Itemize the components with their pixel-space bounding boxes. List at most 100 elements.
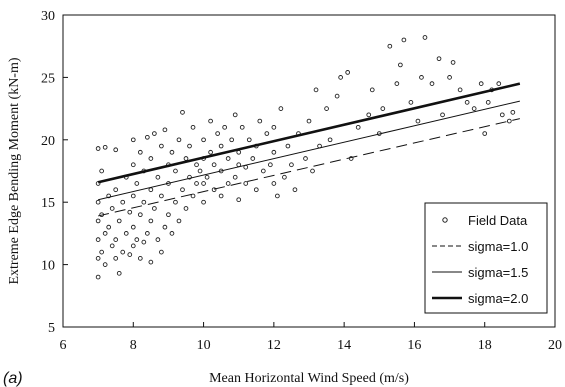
- data-point: [127, 252, 133, 257]
- data-point: [116, 218, 122, 224]
- data-point: [496, 81, 502, 86]
- data-point: [338, 75, 343, 80]
- data-point: [222, 124, 228, 130]
- data-point: [366, 112, 372, 118]
- data-point: [102, 231, 108, 236]
- data-point: [201, 137, 206, 143]
- legend-label: sigma=1.5: [468, 265, 528, 280]
- data-point: [194, 181, 199, 186]
- data-point: [229, 137, 235, 143]
- data-point: [303, 156, 308, 161]
- data-point: [482, 131, 488, 136]
- data-point: [95, 256, 101, 261]
- data-point: [194, 162, 199, 168]
- data-point: [253, 187, 259, 193]
- data-point: [232, 174, 238, 180]
- data-point: [506, 118, 512, 124]
- data-point: [313, 87, 319, 93]
- y-tick-label: 20: [41, 134, 55, 149]
- data-point: [278, 106, 284, 111]
- data-point: [137, 256, 143, 261]
- data-point: [499, 112, 505, 118]
- data-point: [201, 199, 206, 205]
- data-point: [355, 124, 361, 130]
- data-point: [113, 256, 119, 261]
- data-point: [510, 109, 516, 115]
- data-point: [239, 124, 245, 130]
- data-point: [211, 162, 217, 168]
- data-point: [478, 81, 484, 86]
- data-point: [148, 187, 154, 193]
- data-point: [109, 206, 115, 211]
- data-point: [447, 75, 452, 80]
- data-point: [169, 231, 175, 236]
- data-point: [190, 124, 196, 130]
- data-point: [134, 237, 140, 242]
- data-point: [183, 206, 189, 211]
- y-tick-label: 10: [41, 259, 55, 274]
- data-point: [267, 162, 273, 168]
- data-point: [95, 199, 101, 205]
- data-point: [120, 199, 126, 205]
- legend: Field Data sigma=1.0 sigma=1.5 sigma=2.0: [424, 202, 548, 314]
- x-axis: 6 8 10 12 14 16 18 20: [60, 322, 562, 353]
- data-point: [271, 124, 277, 130]
- data-point: [225, 181, 231, 186]
- legend-marker: [442, 217, 448, 223]
- data-point: [102, 262, 108, 267]
- data-point: [408, 100, 414, 105]
- data-point: [95, 237, 101, 242]
- data-point: [130, 137, 136, 143]
- data-point: [285, 143, 291, 149]
- data-point: [264, 131, 270, 136]
- x-tick-label: 16: [407, 338, 421, 353]
- legend-label: Field Data: [468, 213, 528, 228]
- data-point: [169, 149, 175, 155]
- series-line-sigma-2-0: [97, 82, 521, 184]
- data-point: [120, 249, 126, 255]
- data-point: [190, 193, 196, 199]
- data-point: [201, 181, 206, 186]
- data-point: [422, 35, 428, 40]
- data-point: [113, 187, 119, 193]
- data-point: [380, 106, 386, 111]
- x-tick-label: 14: [337, 338, 351, 353]
- data-point: [429, 81, 435, 86]
- data-point: [187, 143, 192, 149]
- data-point: [144, 134, 150, 140]
- y-tick-label: 25: [41, 71, 55, 86]
- data-point: [180, 109, 185, 115]
- y-tick-label: 30: [41, 9, 55, 24]
- data-point: [394, 81, 400, 86]
- x-axis-title: Mean Horizontal Wind Speed (m/s): [209, 371, 409, 386]
- plot-frame: [62, 14, 556, 328]
- data-point: [387, 43, 393, 49]
- legend-label: sigma=1.0: [468, 239, 528, 254]
- data-point: [327, 137, 333, 143]
- data-point: [106, 224, 112, 230]
- data-point: [257, 118, 263, 124]
- data-point: [401, 37, 407, 43]
- data-point: [236, 197, 242, 203]
- data-point: [148, 218, 154, 224]
- data-point: [398, 62, 403, 68]
- series-line-sigma-1-0: [98, 118, 520, 217]
- data-point: [99, 249, 105, 255]
- data-point: [450, 60, 456, 65]
- data-point: [345, 70, 351, 75]
- data-point: [271, 149, 277, 155]
- data-point: [113, 147, 119, 153]
- data-point: [166, 212, 171, 218]
- data-point: [116, 270, 122, 276]
- data-point: [457, 87, 463, 93]
- data-point: [113, 237, 119, 242]
- data-point: [130, 193, 136, 199]
- data-point: [127, 209, 133, 215]
- data-point: [173, 168, 178, 174]
- data-point: [289, 162, 294, 168]
- data-point: [137, 212, 143, 218]
- x-tick-label: 8: [130, 338, 137, 353]
- data-point: [292, 187, 298, 193]
- data-point: [152, 131, 157, 136]
